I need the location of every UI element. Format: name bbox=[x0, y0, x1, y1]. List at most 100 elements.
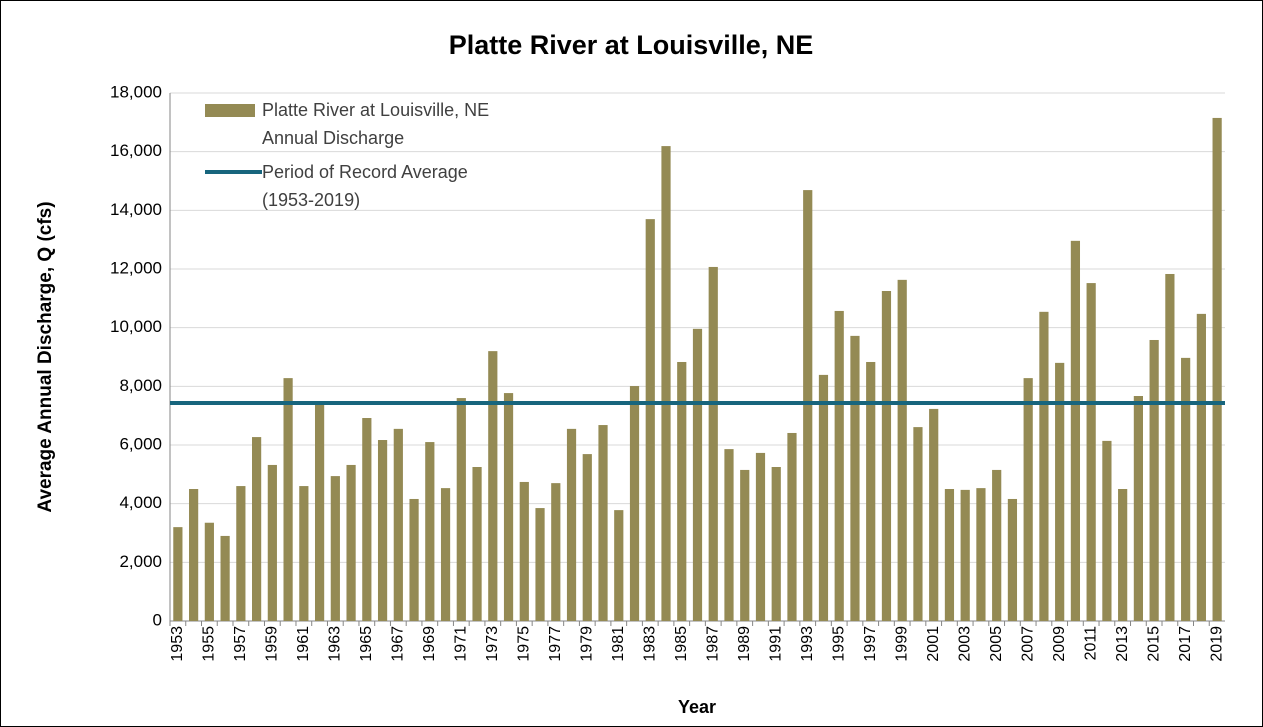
bar bbox=[834, 310, 844, 621]
x-tick-label: 1977 bbox=[547, 626, 564, 662]
x-tick-label: 1971 bbox=[453, 626, 470, 662]
bar bbox=[1212, 117, 1222, 621]
y-tick-label: 16,000 bbox=[110, 141, 162, 160]
bar bbox=[1196, 313, 1206, 621]
bar bbox=[1055, 362, 1065, 621]
bar bbox=[803, 190, 813, 622]
x-tick-label: 2007 bbox=[1019, 626, 1036, 662]
bar bbox=[267, 464, 277, 621]
x-tick-label: 2019 bbox=[1208, 626, 1225, 662]
bar bbox=[913, 427, 923, 621]
x-tick-label: 2001 bbox=[925, 626, 942, 662]
bar bbox=[692, 328, 703, 621]
x-tick-label: 1973 bbox=[484, 626, 501, 662]
y-axis-label: Average Annual Discharge, Q (cfs) bbox=[35, 201, 56, 512]
bar bbox=[661, 146, 671, 622]
bar bbox=[944, 489, 955, 621]
bar bbox=[881, 291, 892, 621]
y-tick-label: 2,000 bbox=[119, 552, 162, 571]
bar bbox=[362, 418, 372, 621]
bar bbox=[850, 335, 860, 621]
bar bbox=[425, 442, 435, 621]
bar bbox=[645, 219, 655, 621]
bar bbox=[440, 488, 451, 621]
legend-swatch bbox=[205, 104, 255, 117]
x-tick-label: 1983 bbox=[641, 626, 658, 662]
x-tick-label: 1963 bbox=[327, 626, 344, 662]
bar bbox=[252, 437, 262, 621]
bar bbox=[629, 386, 640, 621]
x-tick-label: 1961 bbox=[295, 626, 312, 662]
bar bbox=[535, 508, 545, 621]
bar bbox=[1007, 498, 1018, 621]
bar bbox=[582, 454, 592, 621]
bar bbox=[740, 469, 750, 621]
bar bbox=[173, 527, 183, 621]
x-tick-label: 1975 bbox=[516, 626, 533, 662]
bar bbox=[1070, 240, 1081, 621]
bar bbox=[189, 489, 199, 621]
x-tick-label: 1979 bbox=[578, 626, 595, 662]
x-tick-label: 1989 bbox=[736, 626, 753, 662]
bar bbox=[866, 361, 876, 621]
x-tick-label: 1991 bbox=[767, 626, 784, 662]
y-tick-label: 10,000 bbox=[110, 317, 162, 336]
legend-swatch bbox=[205, 170, 262, 174]
bar bbox=[299, 486, 309, 621]
bar bbox=[976, 488, 986, 621]
bar bbox=[346, 464, 356, 621]
x-tick-label: 1969 bbox=[421, 626, 438, 662]
bar bbox=[1039, 311, 1049, 621]
bar bbox=[330, 476, 340, 621]
y-tick-label: 0 bbox=[153, 610, 162, 629]
x-tick-label: 1993 bbox=[799, 626, 816, 662]
bar bbox=[409, 498, 419, 621]
bar bbox=[236, 486, 246, 621]
x-tick-label: 1999 bbox=[893, 626, 910, 662]
legend-text: Platte River at Louisville, NE Annual Di… bbox=[262, 100, 490, 148]
x-tick-label: 2005 bbox=[988, 626, 1005, 662]
x-axis-label: Year bbox=[678, 697, 716, 717]
bar bbox=[1023, 378, 1033, 621]
bar bbox=[204, 522, 214, 621]
bar bbox=[456, 398, 466, 621]
x-tick-label: 2013 bbox=[1114, 626, 1131, 662]
bar bbox=[818, 374, 829, 621]
bar bbox=[503, 393, 514, 621]
x-tick-label: 2011 bbox=[1082, 626, 1099, 661]
x-tick-label: 1955 bbox=[201, 626, 218, 662]
x-tick-label: 1965 bbox=[358, 626, 375, 662]
y-tick-label: 6,000 bbox=[119, 434, 162, 453]
bar bbox=[393, 428, 403, 621]
x-tick-label: 1985 bbox=[673, 626, 690, 662]
bar bbox=[1133, 396, 1143, 621]
x-tick-label: 2009 bbox=[1051, 626, 1068, 662]
bar bbox=[677, 361, 687, 621]
x-tick-label: 2017 bbox=[1177, 626, 1194, 662]
y-tick-label: 8,000 bbox=[119, 376, 162, 395]
bar bbox=[929, 408, 939, 621]
bar bbox=[614, 510, 624, 621]
legend-text: Period of Record Average (1953-2019) bbox=[262, 162, 468, 210]
bar bbox=[708, 266, 718, 621]
y-tick-label: 4,000 bbox=[119, 493, 162, 512]
x-tick-label: 1997 bbox=[862, 626, 879, 662]
bar bbox=[1086, 283, 1096, 621]
x-tick-label: 1959 bbox=[264, 626, 281, 662]
x-tick-label: 1981 bbox=[610, 626, 627, 662]
chart-title: Platte River at Louisville, NE bbox=[449, 30, 814, 60]
bar bbox=[1118, 489, 1128, 621]
x-tick-label: 1953 bbox=[169, 626, 186, 662]
y-tick-label: 12,000 bbox=[110, 258, 162, 277]
bar bbox=[1149, 339, 1159, 621]
bar bbox=[377, 440, 388, 621]
bar bbox=[755, 452, 766, 621]
bar bbox=[598, 425, 608, 621]
bar bbox=[897, 279, 907, 621]
bar bbox=[472, 467, 482, 621]
bar bbox=[1181, 357, 1191, 621]
y-tick-label: 18,000 bbox=[110, 82, 162, 101]
bar bbox=[566, 428, 577, 621]
